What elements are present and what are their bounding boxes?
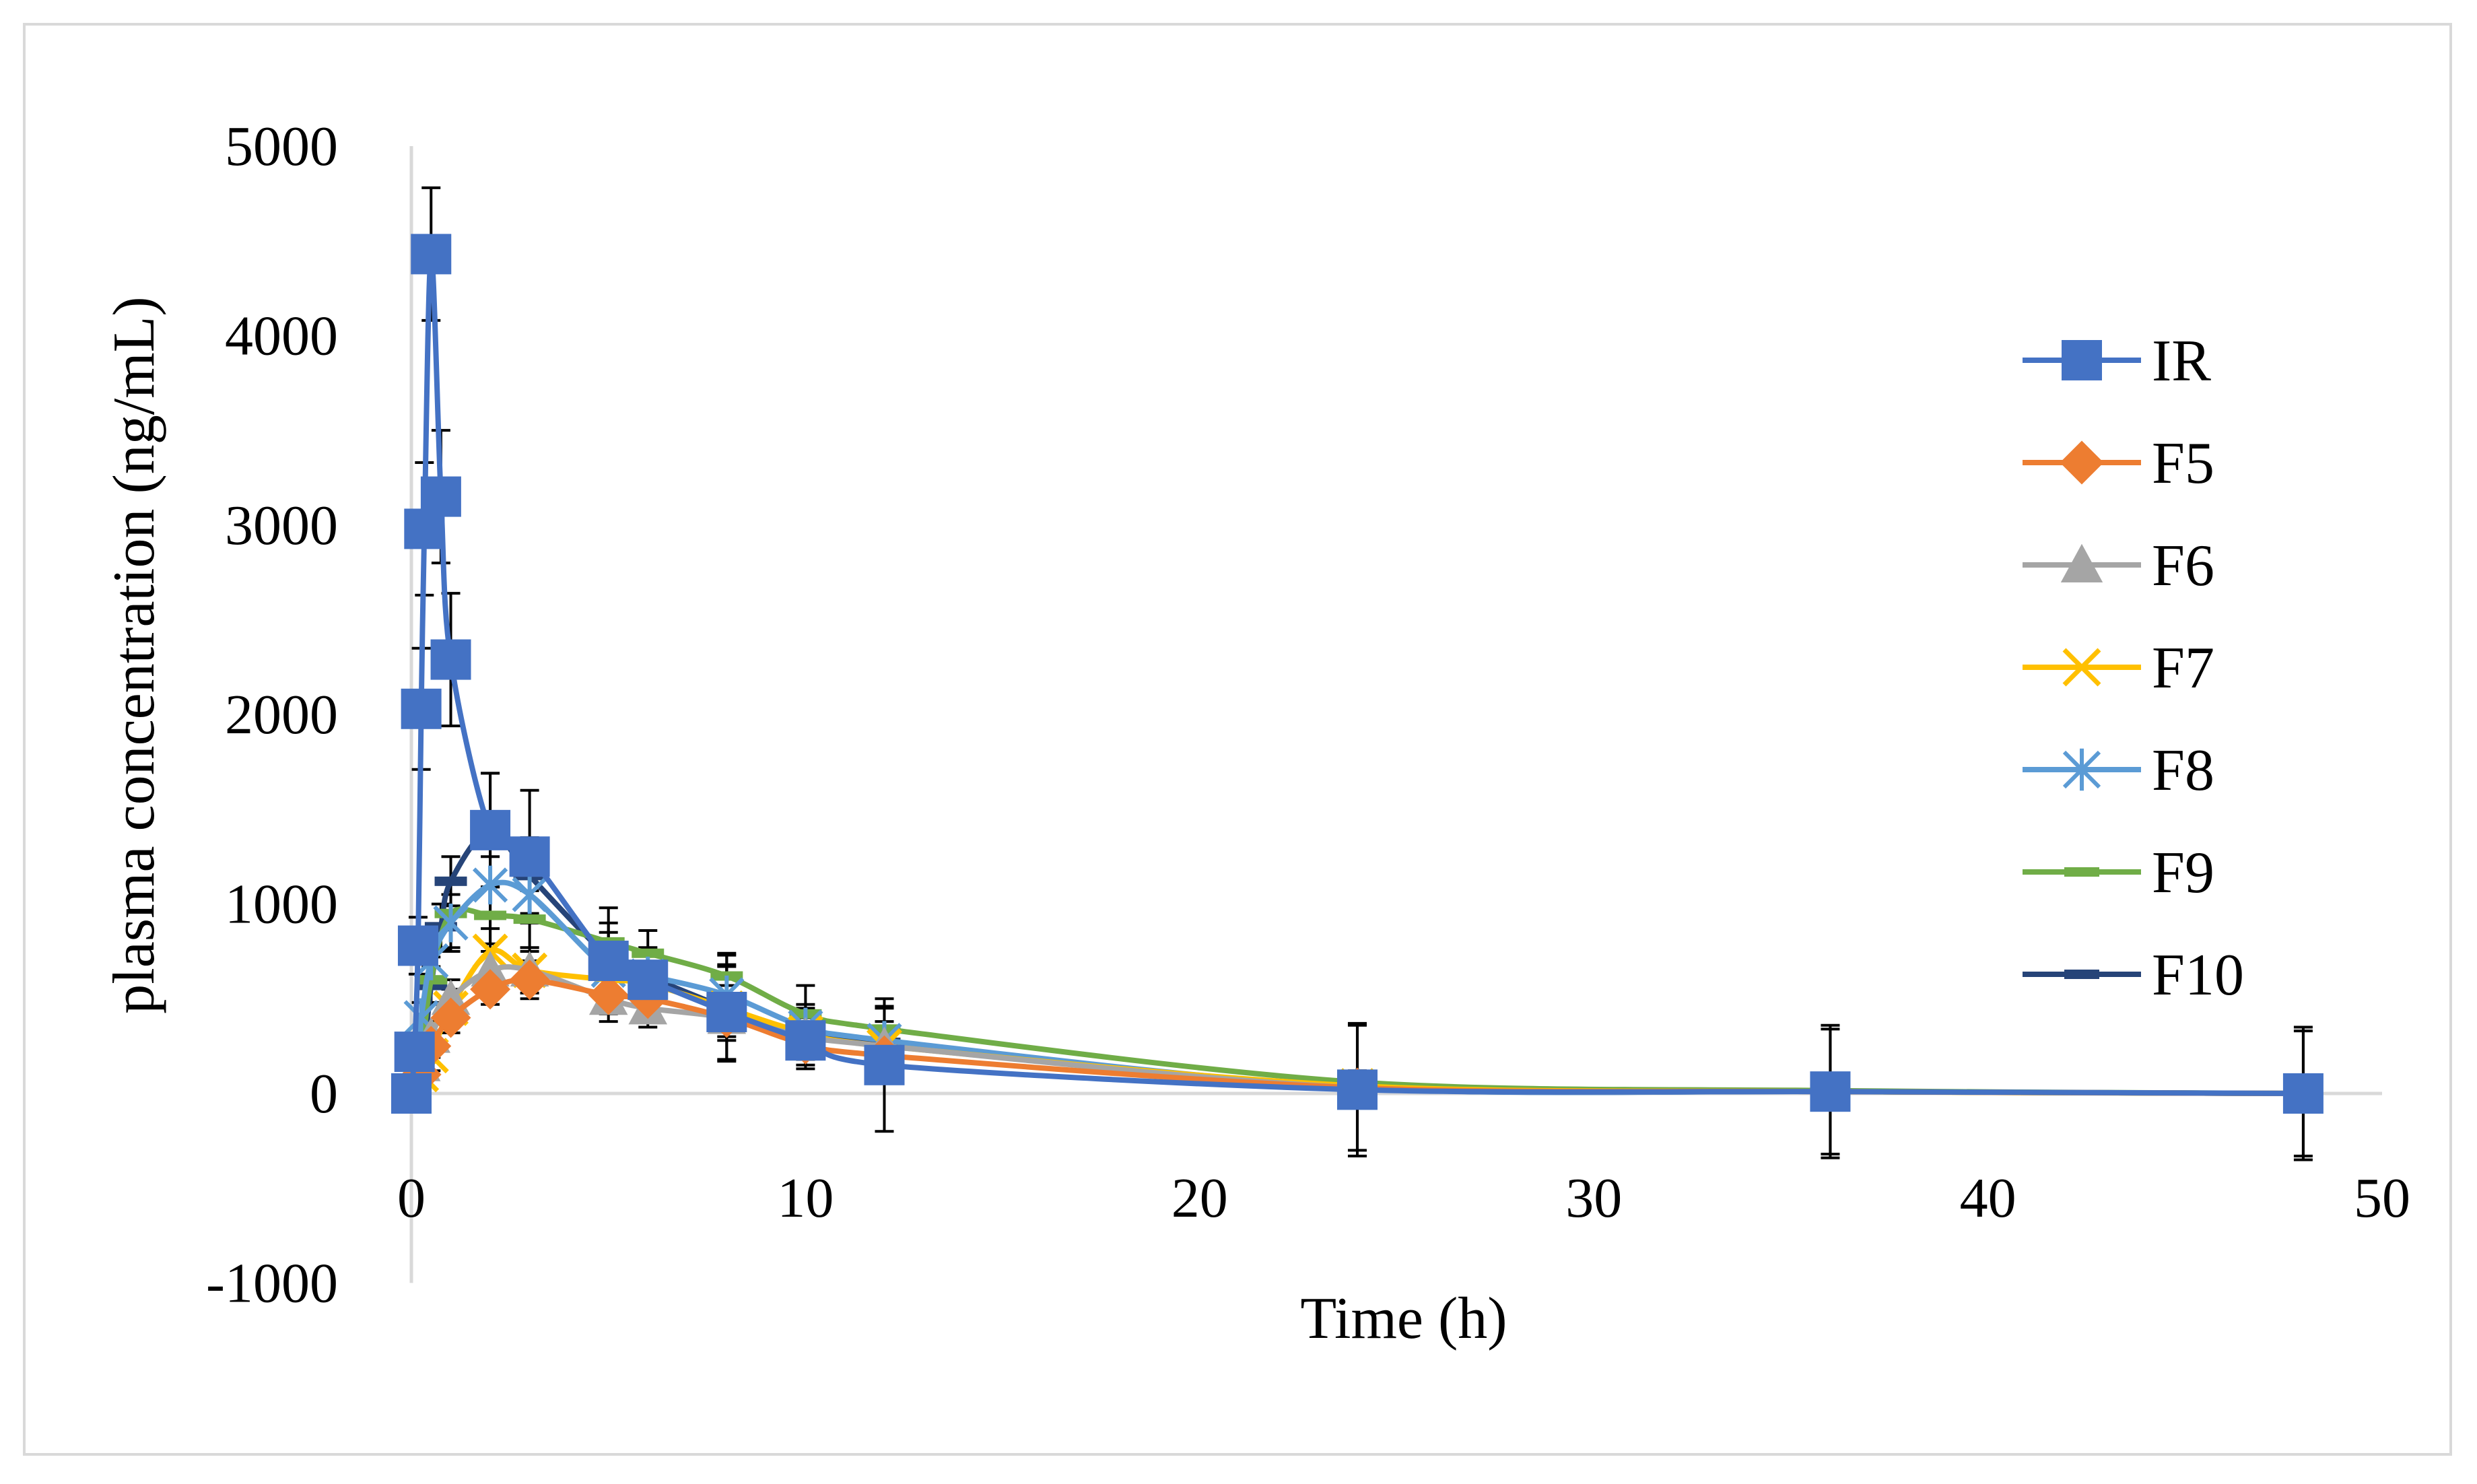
data-point-ir [627, 959, 669, 1001]
y-tick-label: -1000 [206, 1252, 338, 1314]
data-point-f5 [588, 974, 629, 1015]
x-tick-label: 40 [1960, 1167, 2016, 1229]
legend-item-f10: F10 [2023, 943, 2244, 1008]
legend-item-f8: F8 [2023, 738, 2214, 803]
legend-marker-f5 [2060, 440, 2104, 485]
data-point-ir [2282, 1073, 2323, 1114]
data-point-ir [394, 1032, 435, 1073]
x-tick-label: 20 [1172, 1167, 1228, 1229]
legend-marker-f10 [2064, 970, 2099, 979]
legend-label-f7: F7 [2152, 636, 2214, 701]
data-point-ir [864, 1044, 905, 1085]
legend-item-ir: IR [2023, 329, 2211, 394]
y-tick-label: 5000 [225, 115, 338, 178]
error-bars-f8 [411, 855, 2313, 1106]
legend-marker-f9 [2064, 867, 2099, 877]
legend-label-f5: F5 [2152, 431, 2214, 496]
data-point-f5 [470, 969, 511, 1010]
data-point-ir [397, 925, 438, 966]
y-tick-label: 4000 [225, 304, 338, 367]
series-layer [391, 234, 2323, 1114]
data-point-ir [509, 836, 550, 877]
tick-labels-layer: -1000 0 1000 2000 3000 4000 5000 0 10 20 30 40 50 [206, 115, 2410, 1314]
x-tick-label: 10 [777, 1167, 834, 1229]
data-point-ir [588, 941, 629, 982]
legend-item-f7: F7 [2023, 636, 2214, 701]
legend-item-f9: F9 [2023, 840, 2214, 906]
data-point-ir [785, 1020, 826, 1061]
legend-label-ir: IR [2152, 329, 2211, 394]
legend-item-f5: F5 [2023, 431, 2214, 496]
legend-label-f6: F6 [2152, 533, 2214, 599]
data-point-ir [1336, 1069, 1378, 1110]
legend-marker-f6 [2060, 543, 2103, 582]
y-tick-label: 2000 [225, 683, 338, 746]
x-tick-label: 0 [397, 1167, 426, 1229]
data-point-f9 [632, 948, 665, 958]
data-point-ir [470, 809, 511, 850]
legend-label-f8: F8 [2152, 738, 2214, 803]
y-tick-label: 0 [310, 1063, 338, 1125]
data-point-f9 [513, 914, 546, 924]
data-point-ir [1810, 1071, 1851, 1112]
legend: IR F5 F6 F7 F8 F9 F10 [2023, 329, 2244, 1008]
data-point-ir [420, 476, 461, 517]
data-point-ir [411, 234, 452, 275]
data-point-f5 [509, 959, 550, 1001]
data-point-f8 [433, 903, 469, 943]
data-point-f5 [430, 997, 471, 1038]
legend-item-f6: F6 [2023, 533, 2214, 599]
legend-marker-f7 [2062, 648, 2101, 687]
data-point-ir [706, 991, 747, 1032]
series-ir [391, 234, 2323, 1114]
data-point-f6 [471, 951, 510, 987]
y-tick-label: 3000 [225, 494, 338, 557]
y-tick-label: 1000 [225, 873, 338, 936]
data-point-f8 [512, 875, 547, 914]
data-point-f8 [472, 865, 508, 905]
legend-label-f9: F9 [2152, 840, 2214, 906]
axes-layer [409, 146, 2382, 1283]
data-point-f9 [474, 910, 507, 920]
data-point-ir [391, 1073, 432, 1114]
data-point-f10 [434, 876, 467, 886]
x-tick-label: 50 [2354, 1167, 2410, 1229]
x-axis-title: Time (h) [1300, 1286, 1507, 1351]
data-point-ir [401, 688, 442, 729]
legend-marker-f8 [2062, 748, 2101, 791]
legend-label-f10: F10 [2152, 943, 2244, 1008]
data-point-ir [430, 639, 471, 680]
y-axis-title: plasma concentration (ng/mL) [102, 296, 167, 1013]
x-tick-label: 30 [1565, 1167, 1622, 1229]
legend-marker-ir [2062, 340, 2102, 380]
